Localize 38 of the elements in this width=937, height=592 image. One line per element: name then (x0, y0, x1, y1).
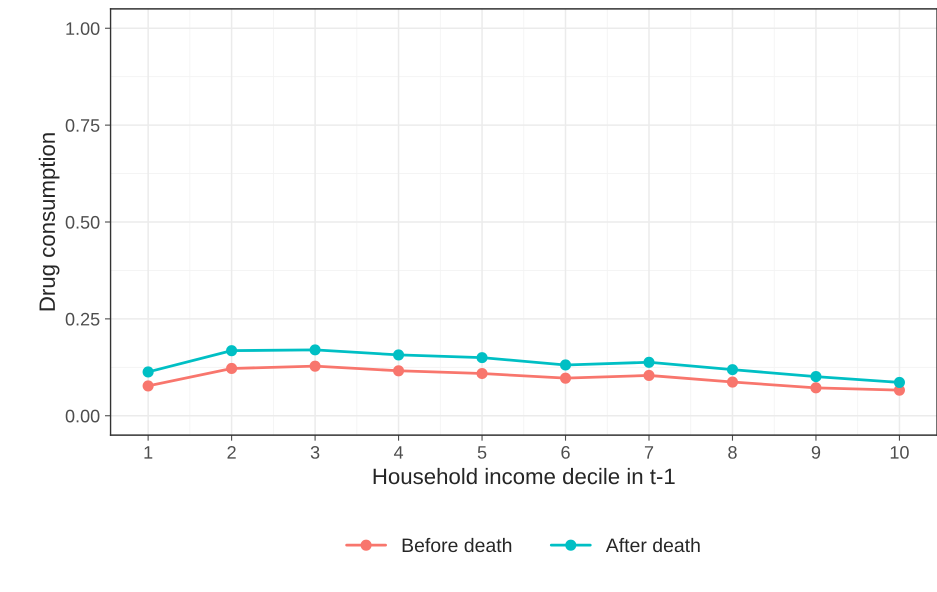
point (226, 345, 238, 356)
point (310, 344, 321, 356)
point (560, 372, 572, 384)
point (560, 359, 572, 371)
point (726, 364, 738, 376)
y-tick-label: 0.75 (66, 119, 100, 132)
point (726, 376, 738, 388)
x-tick-label: 5 (478, 446, 486, 459)
x-tick-label: 9 (812, 446, 820, 459)
x-tick-label: 4 (394, 446, 404, 459)
point (310, 360, 321, 372)
x-tick-label: 2 (227, 446, 236, 459)
x-tick-label: 8 (728, 446, 737, 459)
point (643, 356, 655, 368)
legend-label: Before death (402, 538, 512, 552)
y-axis-title: Drug consumption (38, 133, 60, 310)
point (894, 376, 905, 388)
x-tick-label: 6 (561, 446, 570, 459)
x-tick-label: 3 (310, 446, 320, 459)
point (393, 365, 404, 376)
y-tick-label: 1.00 (66, 22, 100, 35)
x-tick-label: 10 (890, 446, 909, 459)
point (226, 362, 238, 374)
point (476, 352, 488, 364)
point (810, 382, 822, 394)
x-tick-label: 7 (644, 446, 654, 459)
point (476, 368, 488, 380)
y-tick-label: 0.00 (66, 410, 100, 422)
point (142, 380, 154, 392)
y-tick-label: 0.25 (66, 312, 100, 326)
point (142, 366, 154, 378)
legend-label: After death (606, 538, 700, 552)
y-tick-label: 0.50 (66, 216, 100, 229)
point (810, 371, 822, 382)
point (643, 370, 655, 381)
point (393, 349, 404, 360)
x-tick-label: 1 (144, 446, 152, 459)
x-axis-title: Household income decile in t-1 (374, 468, 675, 484)
